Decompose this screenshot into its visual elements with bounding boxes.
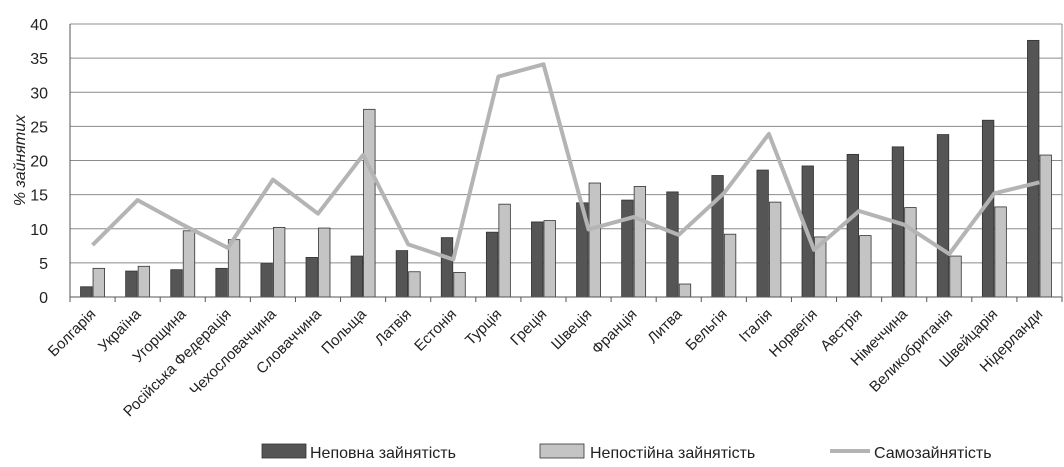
- legend-label: Непостійна зайнятість: [590, 445, 755, 462]
- legend-swatch: [539, 443, 585, 459]
- bar-temporary: [949, 255, 962, 298]
- y-tick-label: 25: [30, 119, 48, 136]
- bar-temporary: [498, 203, 511, 298]
- bar-temporary: [137, 265, 151, 298]
- bar-temporary: [453, 272, 466, 298]
- y-tick-label: 30: [30, 85, 48, 102]
- bar-temporary: [769, 201, 782, 298]
- y-axis-label: % зайнятих: [12, 114, 29, 206]
- bar-part-time: [846, 153, 859, 298]
- category-label: Латвія: [372, 306, 415, 349]
- bar-part-time: [666, 191, 679, 298]
- y-tick-label: 35: [30, 51, 48, 68]
- bar-temporary: [363, 108, 376, 298]
- bar-temporary: [994, 206, 1007, 298]
- bar-temporary: [678, 283, 692, 298]
- category-label: Італія: [736, 306, 776, 346]
- y-tick-label: 20: [30, 154, 48, 171]
- bar-part-time: [756, 169, 769, 298]
- bar-part-time: [621, 199, 634, 298]
- legend: Неповна зайнятість Непостійна зайнятість С…: [261, 443, 992, 462]
- bar-part-time: [350, 255, 363, 298]
- category-label: Естонія: [411, 306, 460, 355]
- y-tick-label: 5: [39, 256, 48, 273]
- category-label: Польща: [318, 305, 370, 357]
- category-label: Бельгія: [682, 306, 730, 354]
- bar-part-time: [170, 269, 183, 298]
- bars: [80, 39, 1052, 298]
- line-self-employment: [91, 62, 1040, 262]
- bar-part-time: [395, 250, 409, 298]
- bar-temporary: [92, 267, 105, 298]
- category-label: Франція: [589, 306, 641, 358]
- y-tick-label: 10: [30, 222, 48, 239]
- category-label: Норвегія: [766, 306, 821, 361]
- bar-temporary: [273, 226, 286, 298]
- category-label: Болгарія: [45, 306, 99, 360]
- legend-label: Неповна зайнятість: [310, 445, 456, 462]
- axes: [69, 24, 1063, 302]
- category-label: Турція: [462, 306, 505, 349]
- y-tick-label: 15: [30, 188, 48, 205]
- bar-temporary: [408, 271, 421, 298]
- bar-temporary: [227, 239, 241, 298]
- bar-part-time: [215, 267, 228, 298]
- line-series: [91, 62, 1040, 262]
- bar-part-time: [1027, 39, 1040, 298]
- category-label: Греція: [507, 306, 550, 349]
- bar-part-time: [485, 231, 499, 298]
- bar-part-time: [125, 270, 138, 298]
- legend-label: Самозайнятість: [874, 445, 992, 462]
- category-label: Литва: [644, 305, 686, 347]
- bar-temporary: [543, 220, 556, 298]
- y-tick-label: 40: [30, 17, 48, 34]
- bar-temporary: [633, 186, 647, 298]
- bar-part-time: [440, 237, 454, 298]
- bar-temporary: [904, 207, 917, 298]
- bar-part-time: [80, 286, 93, 298]
- bar-temporary: [588, 182, 601, 298]
- bar-temporary: [723, 233, 737, 298]
- bar-part-time: [531, 221, 544, 298]
- bar-temporary: [1039, 154, 1052, 298]
- bar-part-time: [305, 257, 318, 298]
- bar-part-time: [260, 263, 273, 298]
- y-axis-ticks: 0 5 10 15 20 25 30 35 40: [30, 17, 48, 307]
- bar-temporary: [318, 227, 331, 298]
- bar-temporary: [182, 230, 196, 298]
- category-label: Великобританія: [866, 306, 956, 396]
- legend-swatch: [261, 443, 307, 459]
- bar-part-time: [936, 134, 950, 298]
- bar-temporary: [859, 235, 872, 298]
- y-tick-label: 0: [39, 290, 48, 307]
